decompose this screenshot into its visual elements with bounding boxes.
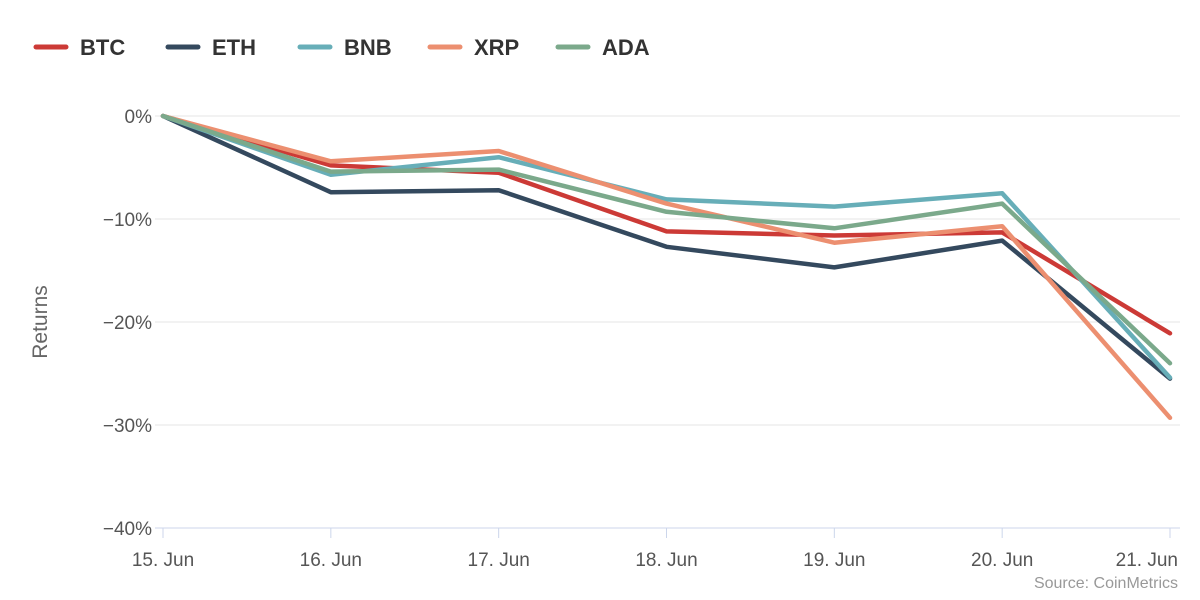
source-credit: Source: CoinMetrics (1034, 575, 1178, 592)
y-tick-label: −10% (103, 210, 152, 231)
y-tick-label: −30% (103, 416, 152, 437)
x-tick-label: 16. Jun (300, 550, 362, 571)
y-axis-title: Returns (29, 285, 52, 359)
x-tick-label: 21. Jun (1116, 550, 1178, 571)
legend-label-bnb: BNB (344, 35, 392, 60)
series-line-eth (160, 113, 1173, 381)
x-tick-label: 19. Jun (803, 550, 865, 571)
y-tick-label: −40% (103, 519, 152, 540)
legend-label-btc: BTC (80, 35, 125, 60)
grid-layer (155, 115, 1180, 426)
legend-label-eth: ETH (212, 35, 256, 60)
series-line-btc (160, 113, 1173, 336)
x-tick-label: 20. Jun (971, 550, 1033, 571)
legend-label-ada: ADA (602, 35, 650, 60)
series-line-bnb (160, 113, 1173, 380)
x-tick-label: 18. Jun (635, 550, 697, 571)
legend: BTC ETH BNB XRP ADA (33, 35, 650, 60)
axis-layer: 0% −10% −20% −30% −40% 15. Jun 16. Jun 17. Jun 1… (103, 107, 1180, 571)
y-tick-label: −20% (103, 313, 152, 334)
series-line-ada (160, 113, 1173, 366)
legend-label-xrp: XRP (474, 35, 519, 60)
x-tick-label: 15. Jun (132, 550, 194, 571)
series-line-xrp (160, 113, 1173, 421)
x-tick-label: 17. Jun (468, 550, 530, 571)
series-layer (160, 113, 1173, 421)
y-tick-label: 0% (125, 107, 153, 128)
